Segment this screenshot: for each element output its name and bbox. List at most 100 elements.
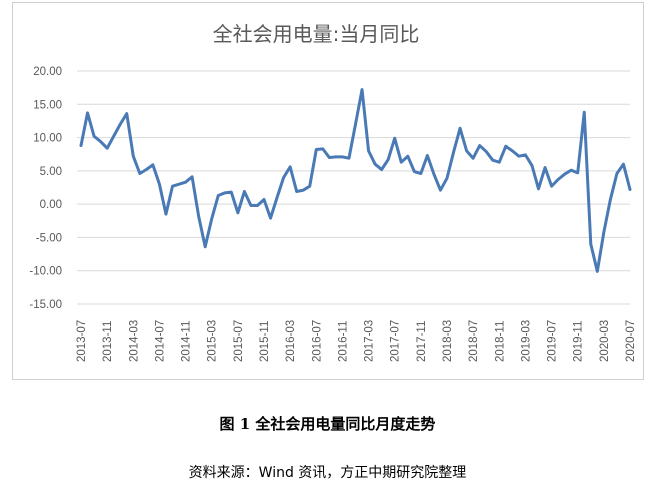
data-point [79,144,83,147]
data-point [190,175,194,179]
data-point [373,163,377,166]
y-tick-label: 5.00 [40,166,62,178]
x-tick-label: 2013-11 [102,321,114,362]
data-point [413,170,416,173]
data-point [288,165,292,169]
data-point [158,182,161,186]
series-line [79,88,632,273]
data-point [105,147,109,150]
data-point [615,172,619,175]
chart-title: 全社会用电量:当月同比 [213,22,420,46]
x-tick-label: 2016-03 [285,320,297,362]
data-point [184,180,187,184]
data-point [99,140,102,143]
data-point [315,148,318,151]
data-point [92,135,96,138]
line-chart: 全社会用电量:当月同比 20.00 15.00 10.00 5.00 0.00 -5.00… [29,22,637,362]
data-point [478,144,481,147]
y-axis-tick-labels: 20.00 15.00 10.00 5.00 0.00 -5.00 -10.00 -15.00 [29,66,62,311]
y-tick-label: -5.00 [36,232,62,244]
data-point [517,155,521,158]
x-tick-label: 2016-11 [337,321,349,362]
data-point [328,156,331,159]
x-tick-label: 2013-07 [76,320,88,362]
data-point [295,190,298,193]
data-point [354,123,357,126]
x-tick-label: 2018-03 [442,320,454,362]
data-point [530,164,534,167]
y-tick-label: 20.00 [33,66,62,78]
y-tick-label: 0.00 [40,199,62,211]
data-point [256,204,259,207]
data-point [419,172,423,175]
data-point [465,149,468,153]
data-point [458,127,462,130]
data-point [230,190,233,194]
data-point [86,111,89,115]
x-tick-label: 2018-11 [494,321,506,362]
data-point [426,154,429,157]
x-tick-label: 2015-11 [259,321,271,362]
y-tick-label: -10.00 [29,266,62,278]
data-point [223,191,226,195]
x-tick-label: 2017-07 [390,320,402,362]
x-axis-tick-labels: 2013-07 2013-11 2014-03 2014-07 2014-11 2015-… [76,320,637,362]
x-tick-label: 2018-07 [468,320,480,362]
data-point [203,245,207,248]
data-point [628,188,632,191]
data-point [262,198,266,201]
x-tick-label: 2016-07 [311,320,323,362]
data-point [550,184,553,188]
data-point [537,187,540,191]
data-point [576,171,579,175]
data-point [197,214,200,218]
data-point [334,155,338,159]
data-point [524,153,527,157]
data-point [563,172,566,176]
data-point [622,163,625,166]
data-point [347,157,351,160]
x-tick-label: 2015-03 [207,320,219,362]
data-point [275,196,279,199]
data-point [432,172,436,176]
data-point [132,155,135,158]
data-point [282,176,285,179]
y-tick-label: -15.00 [29,299,62,311]
data-point [308,184,311,188]
data-point [217,194,220,197]
x-tick-label: 2019-11 [573,321,585,362]
data-point [543,166,547,169]
data-point [602,230,606,234]
data-point [589,242,592,246]
data-point [393,137,396,140]
data-point [504,145,508,148]
figure-caption: 图 1 全社会用电量同比月度走势 [219,415,436,433]
chart-container: 全社会用电量:当月同比 20.00 15.00 10.00 5.00 0.00 -5.00… [12,2,644,380]
x-tick-label: 2015-07 [233,320,245,362]
data-point [445,176,449,180]
data-point [556,178,560,181]
y-tick-label: 10.00 [33,133,62,145]
data-point [151,163,155,167]
data-point [498,161,501,164]
data-point [321,147,325,151]
data-point [400,161,403,164]
data-point [491,159,494,162]
x-tick-label: 2017-03 [364,320,376,362]
data-point [511,149,514,153]
data-point [367,149,370,153]
x-tick-label: 2017-11 [416,321,428,362]
data-point [596,270,599,273]
data-point [119,123,122,126]
data-point [125,112,128,115]
data-point [485,150,488,153]
data-point [609,198,612,201]
data-point [269,216,272,220]
y-tick-label: 15.00 [33,99,62,111]
data-point [138,172,142,175]
data-point [210,217,213,220]
x-tick-label: 2020-07 [625,320,637,362]
data-point [249,204,253,207]
data-point [236,211,240,214]
data-point [164,212,168,216]
